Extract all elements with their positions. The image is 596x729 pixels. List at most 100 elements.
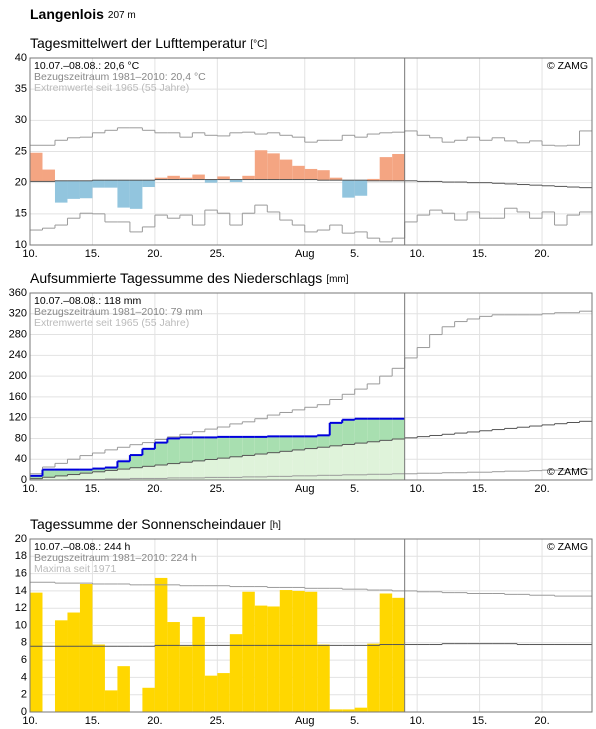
x-tick-label: 10.: [410, 248, 425, 260]
info-note: Bezugszeitraum 1981–2010: 20,4 °C: [34, 71, 206, 83]
y-tick-label: 15: [15, 208, 27, 220]
panel: Aufsummierte Tagessumme des Niederschlag…: [9, 270, 593, 495]
anomaly-bar: [304, 168, 318, 180]
y-tick-label: 12: [15, 602, 27, 614]
credit: © ZAMG: [547, 466, 588, 478]
bar: [167, 622, 180, 712]
x-tick-label: 10.: [22, 483, 37, 495]
step-riser: [41, 205, 581, 242]
y-tick-label: 240: [9, 349, 27, 361]
bar: [104, 690, 118, 712]
info-note: Maxima seit 1971: [34, 563, 116, 575]
panel-title-text: Tagessumme der Sonnenscheindauer: [30, 516, 266, 532]
x-tick-label: 20.: [534, 248, 549, 260]
anomaly-bar: [342, 180, 355, 198]
excess-fill: [329, 422, 343, 446]
anomaly-bar: [379, 157, 393, 181]
excess-fill: [279, 436, 293, 452]
y-tick-label: 35: [15, 83, 27, 95]
x-tick-label: 5.: [350, 483, 359, 495]
station-header: Langenlois 207 m: [30, 6, 136, 22]
excess-fill: [379, 418, 393, 441]
x-tick-label: 10.: [410, 715, 425, 727]
x-tick-label: 15.: [85, 248, 100, 260]
anomaly-bar: [30, 152, 43, 182]
bar: [304, 591, 318, 712]
x-tick-label: 15.: [472, 248, 487, 260]
y-tick-label: 25: [15, 145, 27, 157]
info-note: 10.07.–08.08.: 118 mm: [34, 295, 141, 307]
bar: [79, 583, 93, 712]
bar: [142, 687, 155, 712]
excess-fill: [317, 435, 330, 448]
x-tick-label: 25.: [210, 483, 225, 495]
bar: [117, 666, 130, 712]
excess-fill: [79, 469, 93, 474]
credit: © ZAMG: [547, 541, 588, 553]
anomaly-bar: [129, 180, 143, 209]
y-tick-label: 6: [21, 654, 27, 666]
anomaly-bar: [217, 176, 230, 180]
x-tick-label: 10.: [22, 248, 37, 260]
y-tick-label: 160: [9, 391, 27, 403]
y-tick-label: 30: [15, 114, 27, 126]
x-tick-label: 10.: [410, 483, 425, 495]
anomaly-bar: [254, 150, 268, 180]
excess-fill: [292, 436, 305, 450]
anomaly-bar: [167, 175, 180, 180]
x-tick-label: 15.: [85, 483, 100, 495]
panel-title: Aufsummierte Tagessumme des Niederschlag…: [30, 270, 349, 286]
x-tick-label: 20.: [534, 715, 549, 727]
excess-fill: [42, 469, 55, 478]
excess-fill: [217, 436, 230, 459]
bar: [379, 593, 393, 712]
anomaly-bar: [242, 175, 255, 180]
panel: Tagessumme der Sonnenscheindauer [h] 0 2 4 6 8…: [15, 516, 593, 727]
excess-fill: [67, 469, 80, 475]
anomaly-bar: [354, 180, 368, 196]
bar: [254, 605, 268, 712]
plot-frame: [29, 292, 593, 481]
bar: [54, 620, 68, 712]
bar: [192, 616, 205, 712]
bar: [279, 590, 293, 712]
x-tick-label: Aug: [295, 483, 315, 495]
info-note: Extremwerte seit 1965 (55 Jahre): [34, 82, 189, 94]
y-tick-label: 360: [9, 287, 27, 299]
excess-fill: [354, 418, 368, 444]
anomaly-bar: [204, 179, 218, 183]
panel-unit: [°C]: [250, 39, 267, 50]
cumulative-fill: [79, 469, 93, 480]
y-tick-label: 4: [21, 671, 27, 683]
x-tick-label: 15.: [472, 483, 487, 495]
anomaly-bar: [329, 177, 343, 181]
info-note: 10.07.–08.08.: 244 h: [34, 541, 130, 553]
y-tick-label: 2: [21, 689, 27, 701]
excess-fill: [92, 468, 105, 472]
y-tick-label: 18: [15, 550, 27, 562]
bar: [392, 597, 405, 712]
bar: [217, 673, 230, 712]
bar: [329, 709, 343, 712]
y-tick-label: 200: [9, 370, 27, 382]
anomaly-bar: [229, 179, 243, 183]
excess-fill: [129, 455, 143, 468]
bar: [30, 592, 43, 712]
y-tick-label: 8: [21, 637, 27, 649]
anomaly-bar: [292, 165, 305, 180]
y-tick-label: 10: [15, 619, 27, 631]
info-note: Bezugszeitraum 1981–2010: 79 mm: [34, 306, 203, 318]
anomaly-bar: [279, 159, 293, 180]
bar: [292, 590, 305, 712]
x-tick-label: 5.: [350, 248, 359, 260]
y-tick-label: 16: [15, 568, 27, 580]
anomaly-bar: [154, 177, 168, 180]
info-note: 10.07.–08.08.: 20,6 °C: [34, 60, 140, 72]
anomaly-bar: [117, 180, 130, 208]
y-tick-label: 0: [21, 474, 27, 486]
y-tick-label: 10: [15, 239, 27, 251]
y-tick-label: 0: [21, 706, 27, 718]
panel-unit: [mm]: [326, 274, 348, 285]
bar: [317, 644, 330, 712]
